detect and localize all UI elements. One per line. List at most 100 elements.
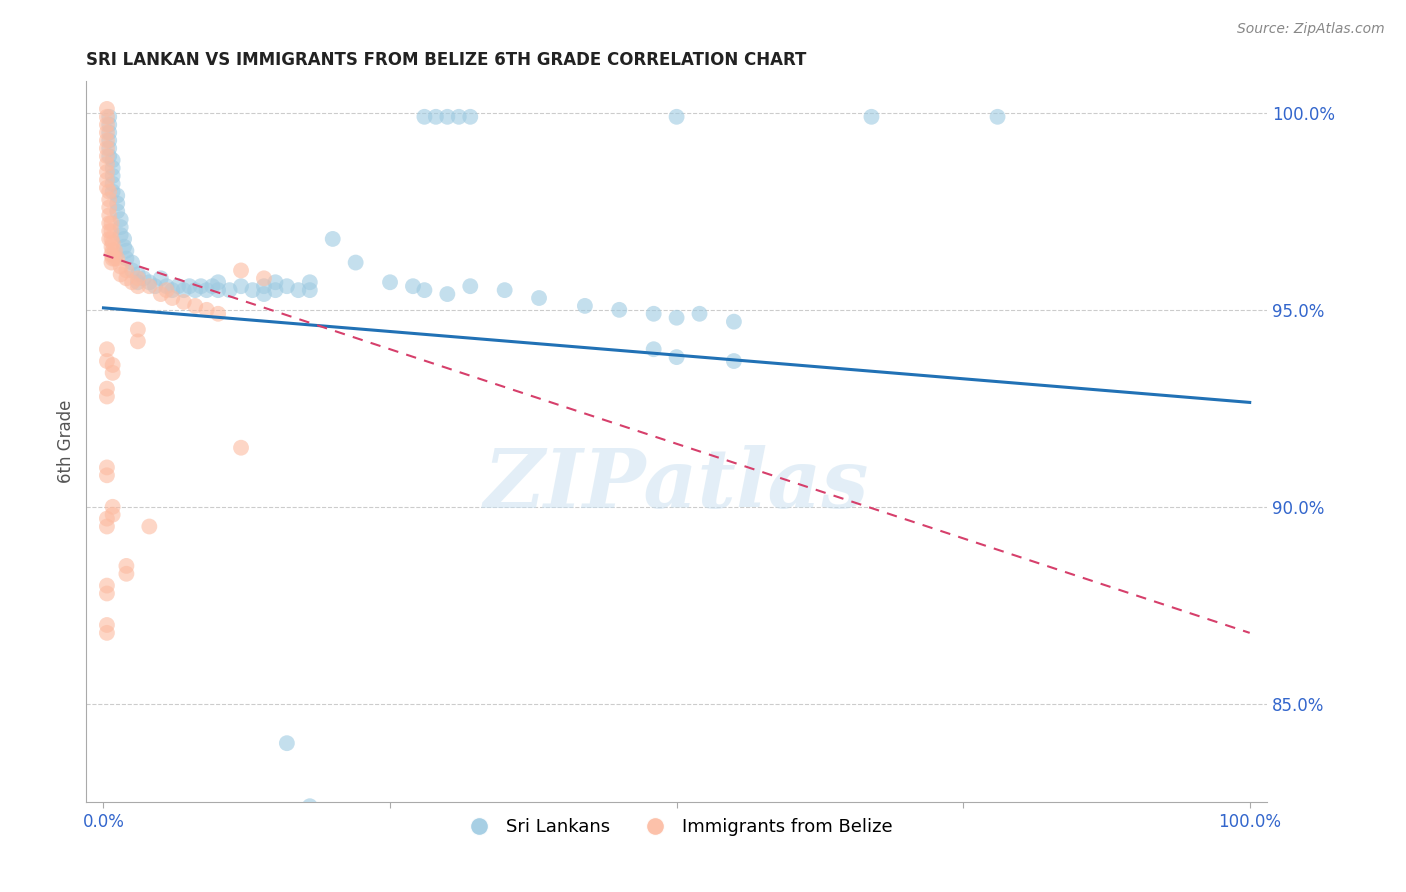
Point [98, 110, 121, 124]
Point [101, 235, 124, 250]
Point [98, 118, 121, 132]
Point [104, 252, 127, 266]
Point [98, 216, 121, 230]
Point [110, 227, 132, 242]
Point [110, 220, 132, 235]
Point [96, 390, 118, 404]
Point [162, 291, 184, 305]
Point [115, 566, 138, 581]
Point [298, 799, 321, 814]
Point [860, 110, 883, 124]
Point [110, 212, 132, 227]
Point [149, 287, 172, 301]
Point [101, 252, 124, 266]
Point [298, 275, 321, 289]
Point [105, 196, 128, 211]
Point [115, 244, 138, 258]
Point [96, 165, 118, 179]
Point [98, 133, 121, 147]
Point [149, 271, 172, 285]
Point [110, 268, 132, 282]
Point [101, 244, 124, 258]
Point [132, 271, 155, 285]
Point [127, 268, 149, 282]
Point [378, 275, 401, 289]
Point [138, 519, 160, 533]
Text: ZIPatlas: ZIPatlas [484, 445, 869, 525]
Point [184, 299, 207, 313]
Point [574, 299, 596, 313]
Point [253, 271, 276, 285]
Point [127, 279, 149, 293]
Point [115, 271, 138, 285]
Point [101, 366, 124, 380]
Point [101, 161, 124, 175]
Point [723, 315, 745, 329]
Point [195, 283, 218, 297]
Point [98, 201, 121, 215]
Point [96, 126, 118, 140]
Point [100, 248, 122, 262]
Point [112, 232, 135, 246]
Point [458, 110, 481, 124]
Point [96, 180, 118, 194]
Point [127, 275, 149, 289]
Point [143, 279, 166, 293]
Point [112, 240, 135, 254]
Point [96, 586, 118, 600]
Point [96, 110, 118, 124]
Point [105, 204, 128, 219]
Point [173, 283, 195, 297]
Point [447, 110, 470, 124]
Point [229, 279, 252, 293]
Point [100, 240, 122, 254]
Point [643, 307, 665, 321]
Point [527, 291, 550, 305]
Point [96, 579, 118, 593]
Point [101, 153, 124, 168]
Y-axis label: 6th Grade: 6th Grade [58, 401, 75, 483]
Point [115, 252, 138, 266]
Point [96, 133, 118, 147]
Point [494, 283, 516, 297]
Point [98, 232, 121, 246]
Point [96, 382, 118, 396]
Point [253, 279, 276, 293]
Point [121, 263, 143, 277]
Point [402, 279, 425, 293]
Point [218, 283, 240, 297]
Point [100, 255, 122, 269]
Point [101, 185, 124, 199]
Point [207, 307, 229, 321]
Point [96, 343, 118, 357]
Point [98, 141, 121, 155]
Point [287, 283, 309, 297]
Point [195, 302, 218, 317]
Point [723, 354, 745, 368]
Point [100, 216, 122, 230]
Point [276, 279, 298, 293]
Point [96, 511, 118, 525]
Point [689, 307, 711, 321]
Point [101, 508, 124, 522]
Point [264, 283, 287, 297]
Point [458, 279, 481, 293]
Point [96, 102, 118, 116]
Point [96, 468, 118, 483]
Point [101, 177, 124, 191]
Text: Source: ZipAtlas.com: Source: ZipAtlas.com [1237, 22, 1385, 37]
Point [665, 310, 688, 325]
Point [96, 354, 118, 368]
Point [98, 208, 121, 222]
Point [322, 232, 344, 246]
Point [96, 149, 118, 163]
Point [436, 110, 458, 124]
Point [96, 625, 118, 640]
Point [607, 302, 630, 317]
Point [98, 126, 121, 140]
Point [229, 263, 252, 277]
Point [201, 279, 224, 293]
Text: SRI LANKAN VS IMMIGRANTS FROM BELIZE 6TH GRADE CORRELATION CHART: SRI LANKAN VS IMMIGRANTS FROM BELIZE 6TH… [86, 51, 807, 69]
Point [425, 110, 447, 124]
Point [138, 275, 160, 289]
